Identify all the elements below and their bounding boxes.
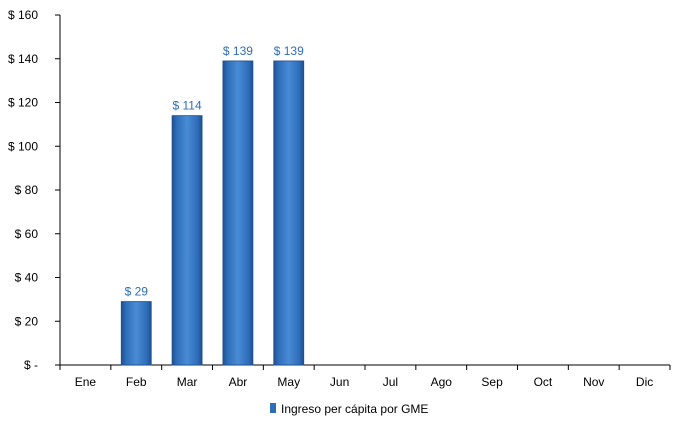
- x-tick-label: May: [277, 375, 300, 389]
- x-tick-label: Abr: [229, 375, 248, 389]
- y-tick-label: $ 160: [8, 8, 38, 22]
- y-tick-label: $ 20: [15, 314, 39, 328]
- bar: [222, 60, 254, 366]
- x-tick-label: Mar: [177, 375, 198, 389]
- bar: [171, 115, 203, 366]
- y-tick-label: $ 120: [8, 96, 38, 110]
- bar-data-label: $ 114: [173, 99, 202, 113]
- y-tick-label: $ 40: [15, 271, 39, 285]
- y-tick-label: $ 140: [8, 52, 38, 66]
- x-tick-label: Dic: [636, 375, 653, 389]
- x-tick-label: Feb: [126, 375, 147, 389]
- x-tick-label: Jun: [330, 375, 349, 389]
- legend-label: Ingreso per cápita por GME: [281, 402, 428, 416]
- y-tick-label: $ 100: [8, 139, 38, 153]
- y-axis: $ - $ 20 $ 40 $ 60 $ 80 $ 100 $ 120 $ 140 $ 160: [8, 8, 61, 372]
- x-tick-label: Ene: [75, 375, 97, 389]
- bar: [273, 60, 305, 366]
- bar-data-label: $ 139: [223, 44, 253, 58]
- bar-series: [120, 60, 305, 366]
- x-tick-label: Ago: [431, 375, 453, 389]
- bar-data-label: $ 139: [274, 44, 304, 58]
- bar-data-label: $ 29: [125, 285, 149, 299]
- x-tick-label: Jul: [383, 375, 398, 389]
- y-tick-label: $ -: [24, 358, 38, 372]
- y-tick-label: $ 60: [15, 227, 39, 241]
- legend: Ingreso per cápita por GME: [270, 402, 428, 416]
- bar: [120, 301, 152, 366]
- x-tick-label: Oct: [534, 375, 553, 389]
- y-tick-label: $ 80: [15, 183, 39, 197]
- x-axis: Ene Feb Mar Abr May Jun Jul Ago Sep Oct Nov Dic: [59, 364, 671, 389]
- x-tick-label: Nov: [583, 375, 604, 389]
- legend-swatch: [270, 403, 276, 413]
- x-tick-label: Sep: [481, 375, 503, 389]
- data-labels: $ 29 $ 114 $ 139 $ 139: [125, 44, 305, 299]
